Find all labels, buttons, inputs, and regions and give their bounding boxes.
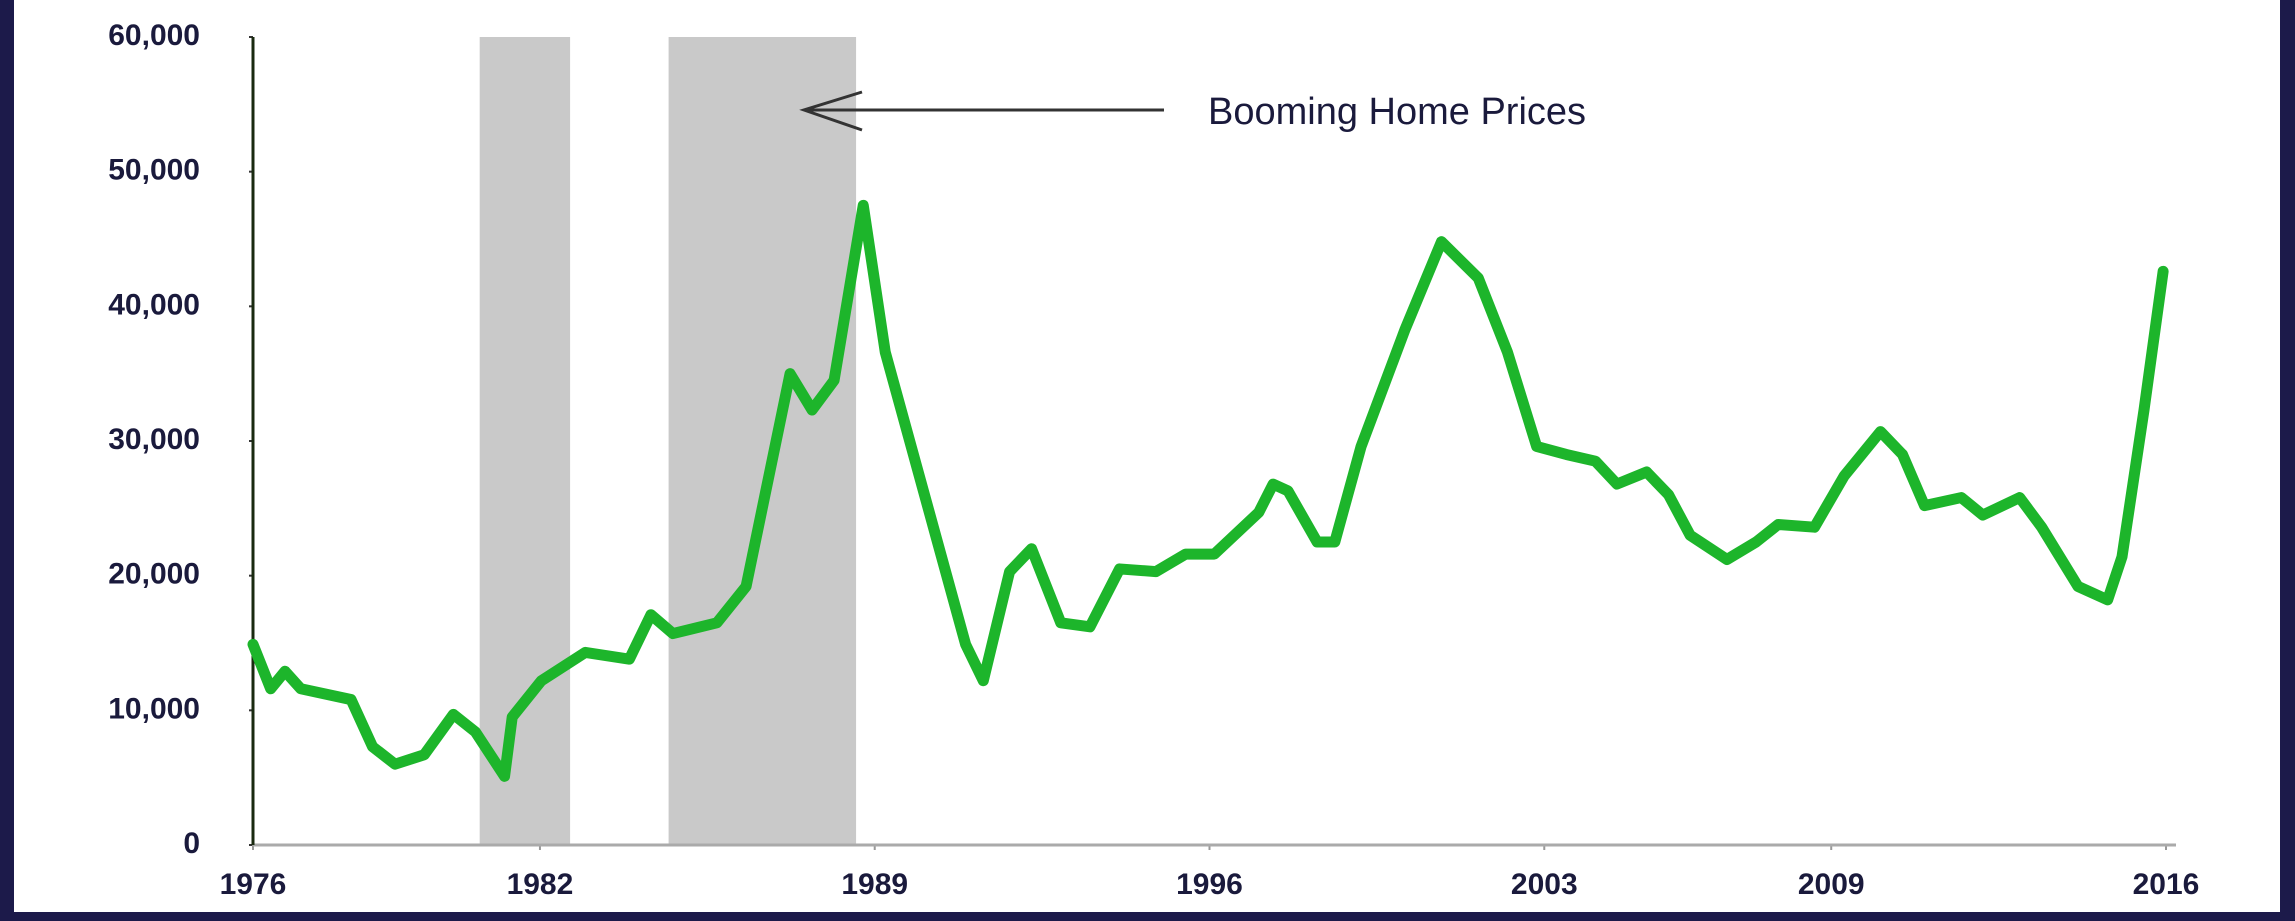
annotation: Booming Home Prices [1208, 91, 1586, 133]
y-tick-label: 0 [183, 827, 200, 860]
y-tick-label: 20,000 [108, 558, 200, 591]
x-tick-label: 2003 [1511, 868, 1578, 901]
line [247, 199, 2169, 782]
axes: 0 10,000 20,000 30,000 40,000 50,000 60,000 197… [108, 19, 2199, 901]
y-tick-label: 40,000 [108, 288, 200, 321]
shaded-regions [479, 37, 857, 845]
x-tick-label: 1996 [1176, 868, 1243, 901]
y-tick-label: 60,000 [108, 19, 200, 52]
shaded-region [479, 37, 571, 845]
x-tick-label: 2009 [1798, 868, 1865, 901]
y-tick-label: 10,000 [108, 692, 200, 725]
x-tick-label: 1989 [841, 868, 908, 901]
y-tick-label: 30,000 [108, 423, 200, 456]
x-tick-label: 2016 [2133, 868, 2200, 901]
chart-background [14, 0, 2280, 912]
annotation-arrowhead [799, 90, 863, 132]
shaded-region [668, 37, 857, 845]
y-tick-label: 50,000 [108, 154, 200, 187]
x-tick-label: 1976 [220, 868, 287, 901]
x-tick-label: 1982 [507, 868, 574, 901]
